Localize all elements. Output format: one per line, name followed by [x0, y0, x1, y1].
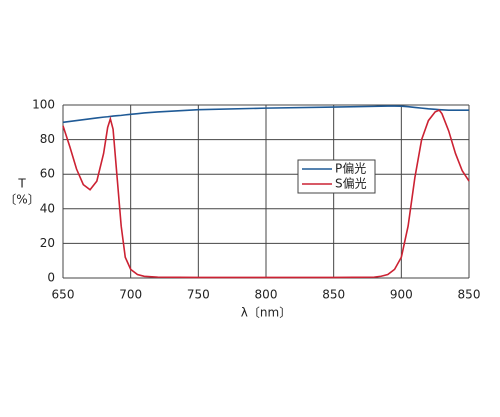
x-tick-label: 850 — [458, 288, 481, 302]
y-tick-label: 20 — [40, 236, 55, 250]
y-tick-label: 100 — [32, 98, 55, 112]
y-axis-unit: 〔%〕 — [4, 193, 39, 207]
y-tick-label: 80 — [40, 132, 55, 146]
x-tick-label: 750 — [187, 288, 210, 302]
x-tick-label: 900 — [390, 288, 413, 302]
y-axis-label: T — [17, 177, 26, 191]
y-tick-label: 60 — [40, 167, 55, 181]
y-tick-label: 40 — [40, 201, 55, 215]
x-tick-label: 700 — [119, 288, 142, 302]
x-axis-label: λ〔nm〕 — [241, 306, 291, 320]
series-line — [62, 105, 469, 124]
x-tick-label: 800 — [255, 288, 278, 302]
x-tick-label: 850 — [322, 288, 345, 302]
y-tick-label: 0 — [47, 271, 55, 285]
x-tick-label: 650 — [52, 288, 75, 302]
legend-label: P偏光 — [335, 161, 366, 176]
legend-box — [297, 159, 376, 194]
legend-label: S偏光 — [335, 176, 367, 191]
series-line — [62, 109, 470, 279]
